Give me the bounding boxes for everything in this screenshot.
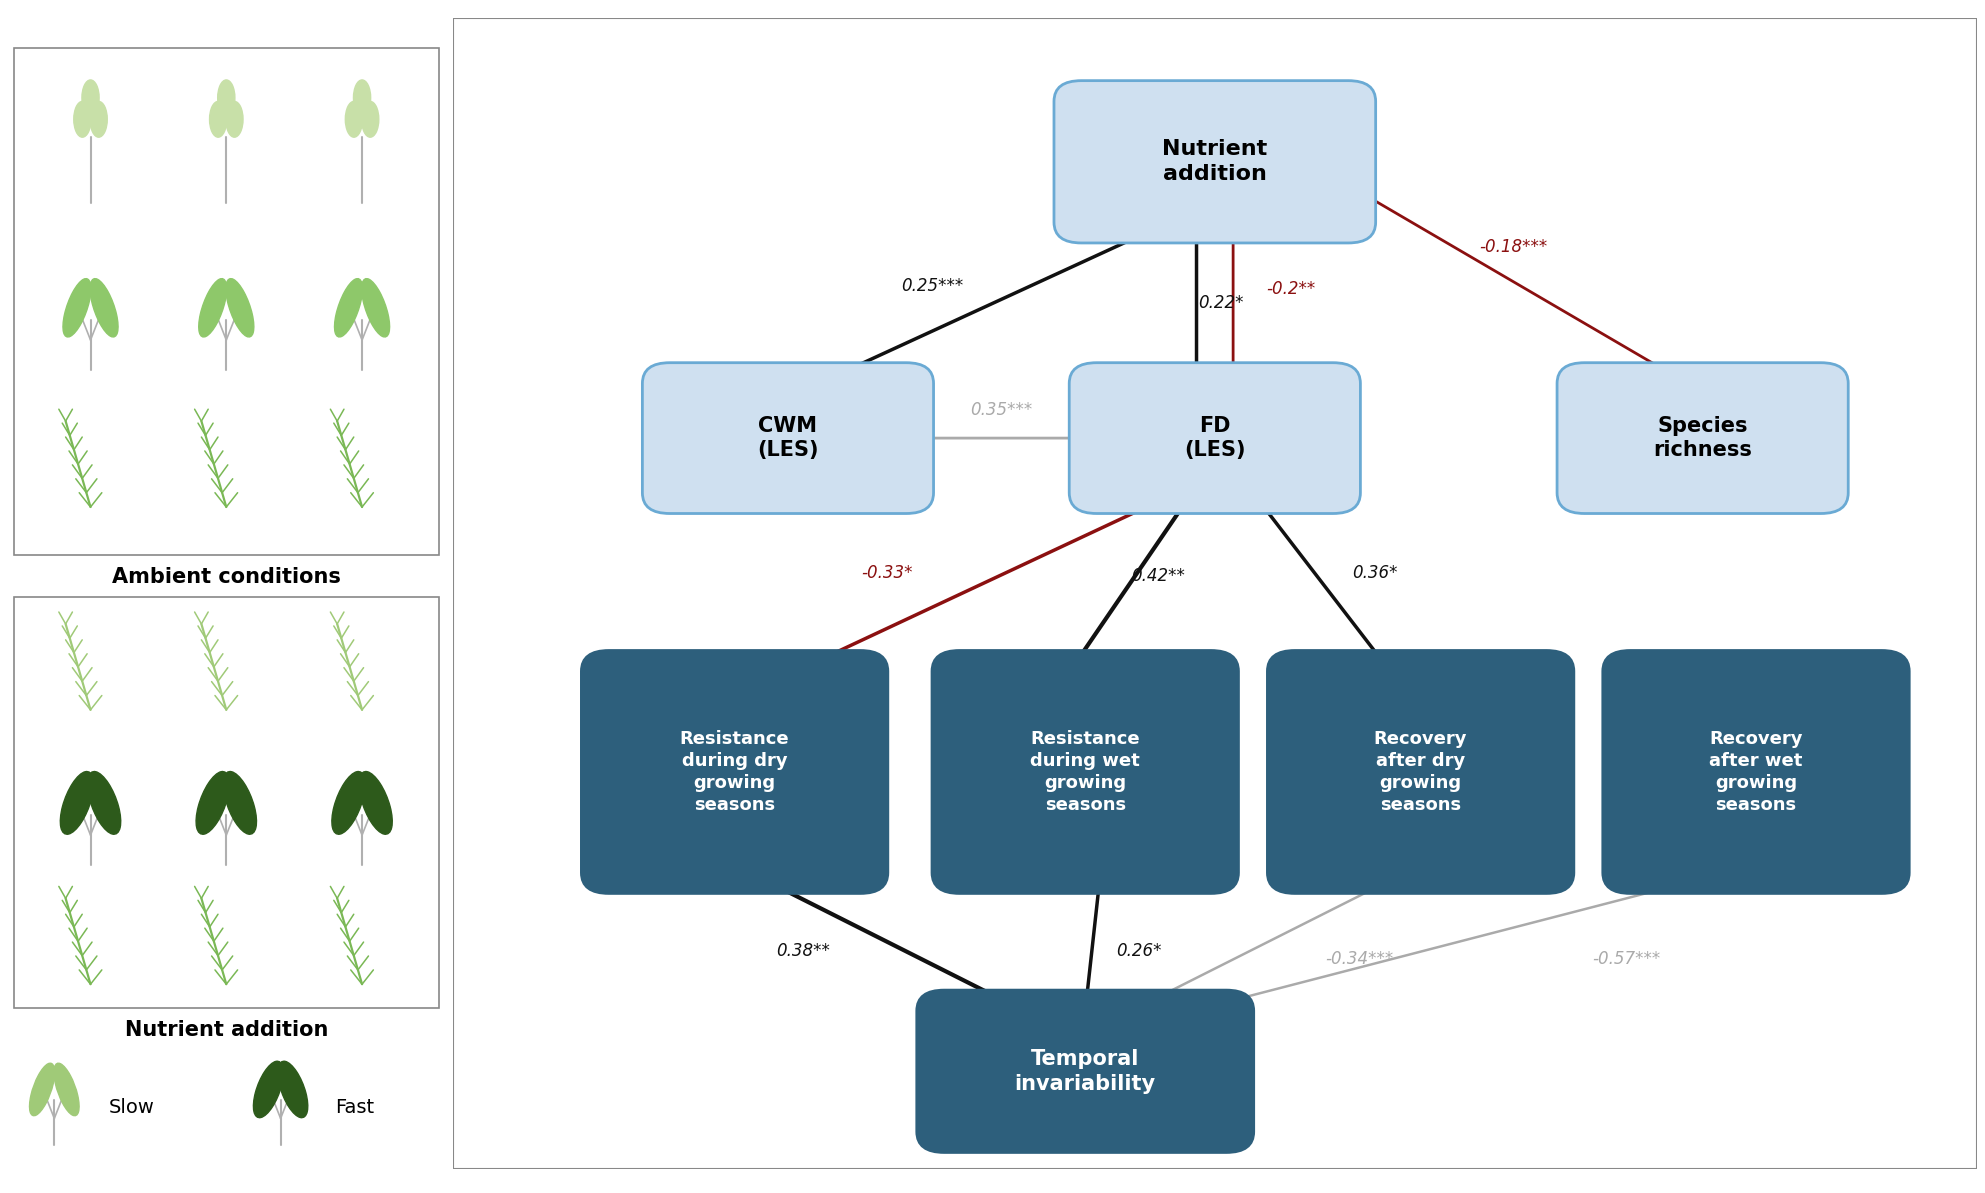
Text: Resistance
during dry
growing
seasons: Resistance during dry growing seasons bbox=[679, 730, 790, 815]
Ellipse shape bbox=[30, 1063, 56, 1115]
FancyBboxPatch shape bbox=[917, 990, 1255, 1152]
Ellipse shape bbox=[73, 101, 91, 137]
Text: CWM
(LES): CWM (LES) bbox=[756, 415, 818, 460]
FancyBboxPatch shape bbox=[14, 596, 439, 1008]
Text: Resistance
during wet
growing
seasons: Resistance during wet growing seasons bbox=[1030, 730, 1139, 815]
FancyBboxPatch shape bbox=[1556, 363, 1848, 513]
FancyBboxPatch shape bbox=[14, 48, 439, 555]
Ellipse shape bbox=[222, 772, 256, 834]
Text: 0.42**: 0.42** bbox=[1131, 567, 1185, 586]
Text: FD
(LES): FD (LES) bbox=[1185, 415, 1245, 460]
Ellipse shape bbox=[60, 772, 93, 834]
Text: Slow: Slow bbox=[109, 1098, 155, 1117]
Text: -0.57***: -0.57*** bbox=[1592, 950, 1661, 968]
Ellipse shape bbox=[254, 1062, 284, 1118]
Text: -0.2**: -0.2** bbox=[1266, 280, 1316, 298]
Text: 0.36*: 0.36* bbox=[1352, 564, 1397, 582]
FancyBboxPatch shape bbox=[933, 650, 1239, 894]
Text: 0.26*: 0.26* bbox=[1116, 942, 1161, 960]
FancyBboxPatch shape bbox=[643, 363, 933, 513]
Text: Ambient conditions: Ambient conditions bbox=[111, 567, 341, 587]
Text: -0.18***: -0.18*** bbox=[1479, 239, 1546, 256]
Text: Nutrient
addition: Nutrient addition bbox=[1161, 140, 1268, 184]
Ellipse shape bbox=[335, 279, 363, 336]
Ellipse shape bbox=[345, 101, 363, 137]
Ellipse shape bbox=[81, 80, 99, 116]
Text: 0.35***: 0.35*** bbox=[971, 402, 1032, 420]
Text: 0.22*: 0.22* bbox=[1199, 293, 1245, 311]
Text: 0.25***: 0.25*** bbox=[901, 277, 965, 295]
Ellipse shape bbox=[197, 772, 230, 834]
Ellipse shape bbox=[353, 80, 371, 116]
Ellipse shape bbox=[226, 279, 254, 336]
Ellipse shape bbox=[89, 101, 107, 137]
Text: Nutrient addition: Nutrient addition bbox=[125, 1020, 328, 1040]
FancyBboxPatch shape bbox=[1070, 363, 1360, 513]
Ellipse shape bbox=[361, 101, 379, 137]
Ellipse shape bbox=[198, 279, 226, 336]
FancyBboxPatch shape bbox=[1266, 650, 1574, 894]
FancyBboxPatch shape bbox=[1602, 650, 1910, 894]
Ellipse shape bbox=[278, 1062, 308, 1118]
Ellipse shape bbox=[54, 1063, 79, 1115]
Text: Fast: Fast bbox=[335, 1098, 373, 1117]
Ellipse shape bbox=[361, 279, 389, 336]
Ellipse shape bbox=[218, 80, 234, 116]
Ellipse shape bbox=[359, 772, 393, 834]
FancyBboxPatch shape bbox=[582, 650, 887, 894]
FancyBboxPatch shape bbox=[453, 18, 1977, 1169]
Ellipse shape bbox=[210, 101, 226, 137]
Ellipse shape bbox=[87, 772, 121, 834]
Text: -0.34***: -0.34*** bbox=[1326, 950, 1393, 968]
Text: Recovery
after dry
growing
seasons: Recovery after dry growing seasons bbox=[1374, 730, 1467, 815]
Text: Species
richness: Species richness bbox=[1654, 415, 1753, 460]
Text: Temporal
invariability: Temporal invariability bbox=[1014, 1049, 1155, 1094]
Text: Recovery
after wet
growing
seasons: Recovery after wet growing seasons bbox=[1709, 730, 1802, 815]
Text: -0.33*: -0.33* bbox=[861, 564, 913, 582]
Ellipse shape bbox=[89, 279, 117, 336]
Ellipse shape bbox=[331, 772, 365, 834]
FancyBboxPatch shape bbox=[1054, 81, 1376, 243]
Text: 0.38**: 0.38** bbox=[776, 942, 830, 960]
Ellipse shape bbox=[226, 101, 242, 137]
Ellipse shape bbox=[64, 279, 91, 336]
